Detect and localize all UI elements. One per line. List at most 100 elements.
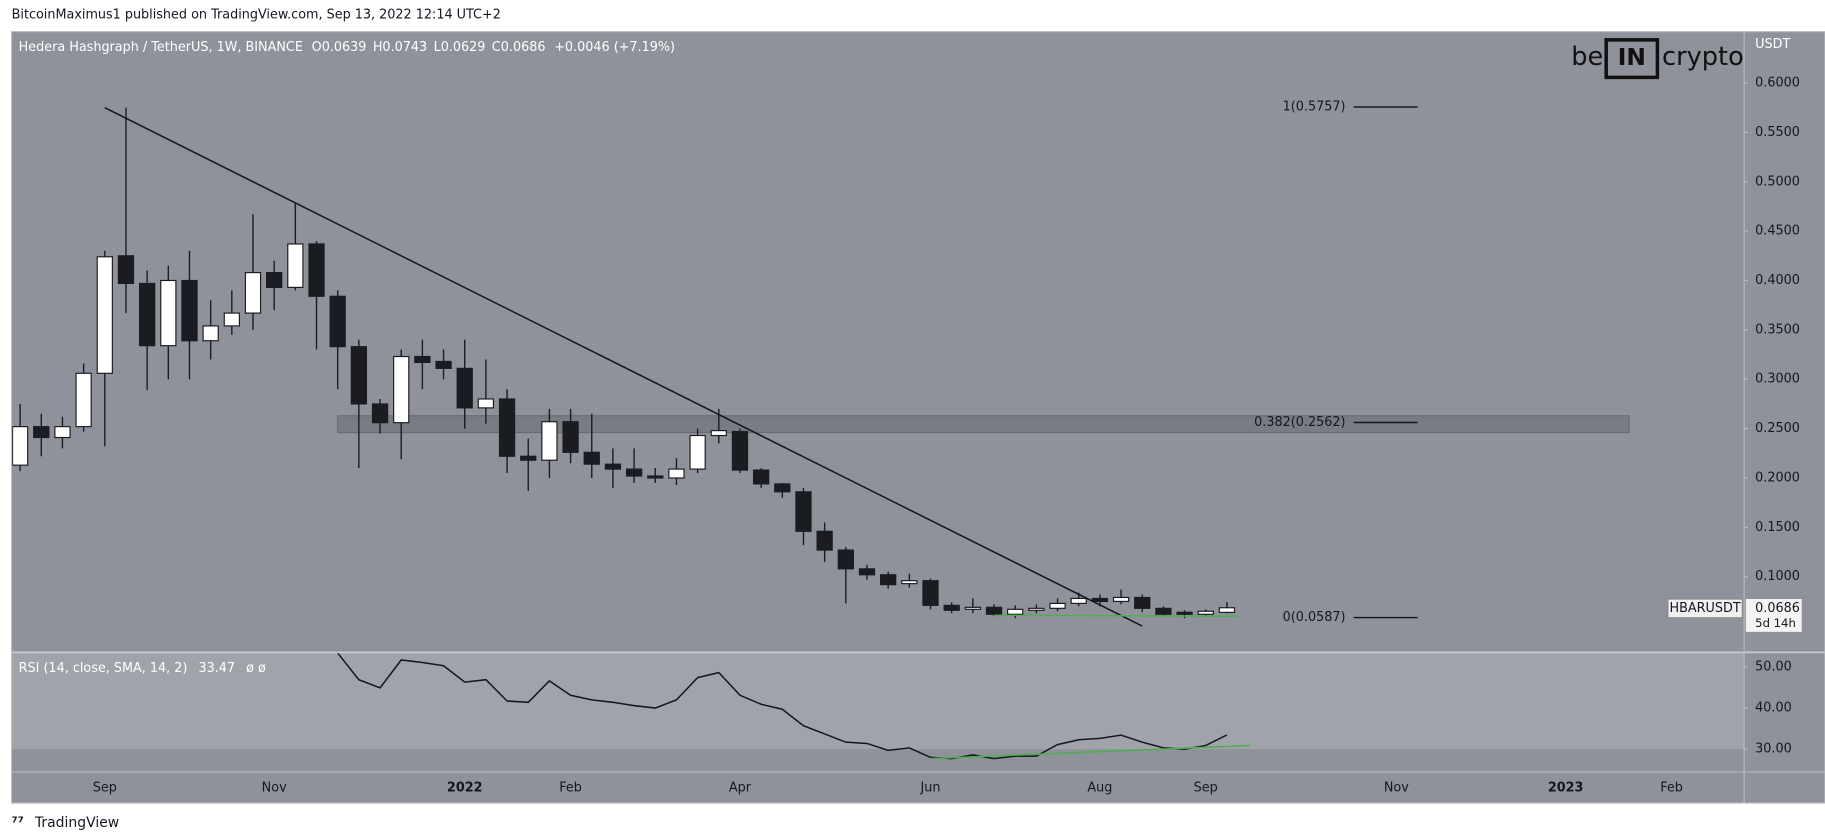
candle-body (520, 455, 537, 461)
candle-body (223, 312, 240, 327)
candle-body (350, 346, 368, 405)
candle-body (329, 295, 346, 348)
logo-text: be (1571, 42, 1603, 72)
candle-body (414, 355, 431, 364)
candle-body (710, 430, 727, 437)
x-tick-label: Aug (1087, 780, 1112, 795)
symbol-tag (1667, 598, 1743, 619)
candle-body (371, 403, 389, 424)
candle-body (498, 398, 516, 457)
legend-change: +0.0046 (+7.19%) (554, 39, 675, 54)
x-tick-label: Nov (1384, 780, 1409, 795)
y-tick-label: 50.00 (1755, 659, 1792, 674)
candle-body (117, 255, 135, 285)
legend-value: 0.0629 (441, 39, 486, 54)
rsi-value: 33.47 (198, 661, 235, 676)
rsi-extra: ø ø (246, 661, 266, 676)
support-line (994, 614, 1238, 617)
candle-body (33, 426, 50, 439)
candle-body (816, 530, 833, 551)
candle-body (1134, 596, 1151, 609)
candle-body (181, 279, 198, 342)
candle-body (647, 475, 664, 479)
footer-brand: TradingView (34, 815, 119, 831)
legend-key: O (312, 39, 322, 54)
x-tick-label: Nov (262, 780, 287, 795)
candle-body (774, 483, 791, 493)
candle-body (435, 360, 452, 369)
candle-body (1049, 602, 1066, 609)
candle-body (456, 367, 473, 409)
y-tick-label: 30.00 (1755, 742, 1792, 757)
y-tick-label: 0.5500 (1755, 125, 1800, 140)
candle-body (160, 279, 177, 347)
y-tick-label: 0.2000 (1755, 470, 1800, 485)
candle-body (943, 604, 960, 611)
x-tick-label: 2023 (1548, 780, 1584, 795)
candle-body (138, 282, 156, 347)
candle-body (1028, 607, 1045, 611)
logo-text: IN (1618, 43, 1646, 71)
candle-body (880, 574, 897, 586)
fib-label: 0.382(0.2562) (1254, 415, 1345, 430)
candle-body (393, 355, 410, 424)
fib-label: 1(0.5757) (1283, 99, 1346, 114)
candle-body (1218, 607, 1236, 613)
x-tick-label: 2022 (447, 780, 483, 795)
candle-body (752, 469, 770, 485)
candle-body (583, 451, 600, 465)
candle-body (54, 426, 71, 439)
y-tick-label: 0.1000 (1755, 569, 1800, 584)
legend-value: 0.0686 (501, 39, 546, 54)
candle-body (96, 256, 113, 374)
rsi-title: RSI (14, close, SMA, 14, 2) (19, 661, 188, 676)
candle-body (604, 463, 622, 470)
candle-body (287, 243, 304, 288)
candle-body (668, 468, 685, 479)
legend: Hedera Hashgraph / TetherUS, 1W, BINANCE… (19, 39, 675, 54)
rsi-band (11, 652, 1744, 750)
legend-key: L (434, 39, 442, 54)
candle-body (964, 606, 982, 610)
y-tick-label: 0.4000 (1755, 273, 1800, 288)
y-tick-label: 0.4500 (1755, 224, 1800, 239)
y-tick-label: 0.3500 (1755, 322, 1800, 337)
x-tick-label: Sep (1194, 780, 1218, 795)
candle-body (11, 426, 29, 466)
y-tick-label: 0.6000 (1755, 75, 1800, 90)
candle-body (266, 272, 283, 288)
candle-body (689, 434, 706, 470)
candle-body (922, 580, 939, 606)
candle-body (477, 398, 495, 409)
price-tag (1745, 599, 1802, 632)
logo: be IN crypto (1571, 38, 1744, 80)
candle-body (1112, 596, 1130, 603)
trend-line (104, 107, 1143, 627)
candle-body (901, 580, 918, 585)
legend-key: H (373, 39, 383, 54)
axis-unit: USDT (1755, 37, 1790, 52)
y-tick-label: 0.2500 (1755, 421, 1800, 436)
candle-body (541, 421, 558, 461)
x-tick-label: Feb (1660, 780, 1683, 795)
candle-body (1091, 597, 1109, 603)
y-tick-label: 0.5000 (1755, 174, 1800, 189)
x-tick-label: Apr (729, 780, 752, 795)
footer-logo: ⁷⁷ (12, 815, 24, 831)
x-tick-label: Feb (559, 780, 582, 795)
y-tick-label: 0.3000 (1755, 372, 1800, 387)
candle-body (858, 568, 876, 576)
candle-body (731, 430, 749, 471)
candle-body (1197, 610, 1214, 615)
resistance-zone (337, 415, 1630, 434)
candle-body (1176, 611, 1193, 615)
logo-box (1604, 38, 1660, 80)
candle-body (1155, 607, 1172, 615)
x-tick-label: Sep (93, 780, 117, 795)
plot: 0.1000 0.1500 0.2000 0.2500 0.3000 0.3500 0.40… (11, 75, 1800, 795)
legend-key: C (492, 39, 501, 54)
symbol-tag-text: HBARUSDT (1670, 601, 1741, 616)
rsi-legend: RSI (14, close, SMA, 14, 2) 33.47 ø ø (19, 661, 266, 676)
rsi-line (337, 652, 1228, 760)
